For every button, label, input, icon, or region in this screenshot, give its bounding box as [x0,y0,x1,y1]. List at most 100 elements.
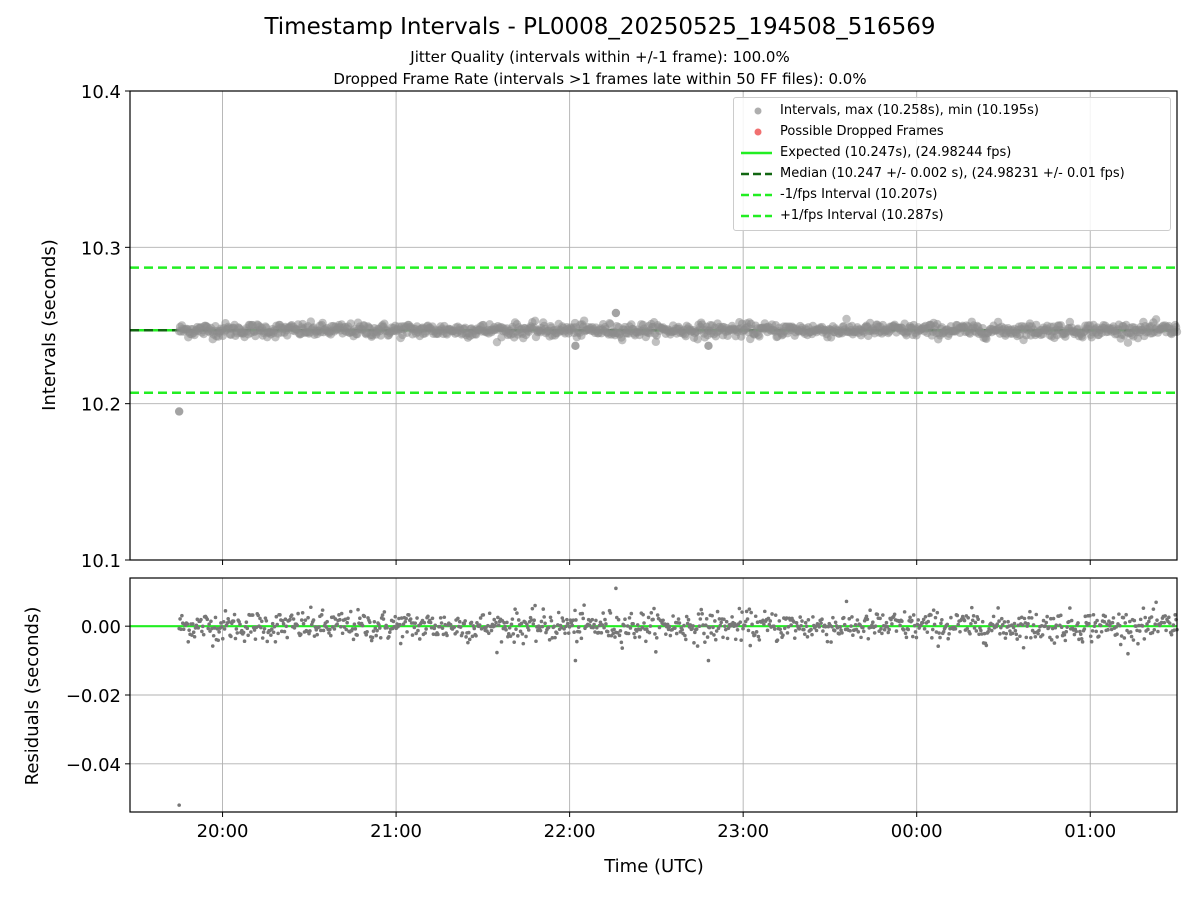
residual-point [654,650,658,654]
residual-point [1098,623,1103,628]
residual-point [438,616,443,620]
residual-point [765,628,770,633]
residual-point [355,633,359,637]
residual-point [493,623,497,628]
residual-point [872,631,877,635]
residual-point [778,627,783,632]
residual-point [750,622,754,627]
residual-point [269,633,273,637]
residual-point [664,632,668,636]
residual-point [987,626,991,631]
residual-point [1131,638,1136,642]
residual-point [575,639,579,644]
residual-point [817,625,822,629]
residual-point [417,637,422,641]
residual-point [853,623,858,627]
residual-point [499,640,504,644]
residual-point [244,620,249,624]
residual-point [713,637,718,642]
residual-point [489,628,494,633]
residual-point [1072,632,1077,637]
residual-point [210,626,214,631]
residual-point [800,619,804,623]
residual-point [916,618,921,622]
x-tick-label: 21:00 [370,821,422,842]
residual-point [1076,621,1080,625]
residual-point [426,614,430,619]
residual-point [275,622,280,627]
interval-outlier-point [571,341,580,351]
residual-point [339,611,344,616]
residual-point [641,612,645,617]
residual-point [809,627,813,632]
residual-point [703,623,708,627]
residual-point [718,623,723,628]
residual-point [540,624,545,629]
residual-point [735,627,740,632]
residual-point [767,622,772,627]
residual-point [371,629,376,633]
residual-point [753,614,758,619]
residual-point [761,618,765,623]
residual-point [445,633,449,638]
residual-point [542,615,546,619]
residual-point [921,617,926,622]
residual-point [398,641,403,646]
residual-point [683,633,687,638]
residual-point [408,617,413,621]
residual-point [784,616,789,620]
residual-point [805,634,810,639]
residual-point [382,610,387,614]
residual-point [631,622,635,626]
residual-point [276,631,280,636]
residual-point [848,628,852,633]
residual-point [1012,621,1017,626]
residual-point [178,617,182,621]
residual-point [281,621,286,626]
residual-point [929,613,933,617]
residual-point [745,617,750,621]
residual-point [698,617,703,621]
residual-point [648,624,653,628]
residual-point [207,622,211,626]
legend-item-minus-fps: -1/fps Interval (10.207s) [734,185,1170,205]
residual-point [880,631,884,636]
residual-point [886,630,891,635]
residual-point [598,620,603,625]
residual-point [227,620,231,624]
residual-point [1079,636,1084,641]
residual-point [997,619,1001,623]
residual-point [494,620,498,625]
residual-point [1004,631,1009,636]
top-y-tick-label: 10.4 [81,82,121,103]
residual-point [901,628,906,632]
residual-point [792,636,797,640]
residual-point [1062,632,1067,637]
residual-point [309,605,313,610]
residual-point [604,622,608,626]
residual-point [1126,651,1130,656]
legend-item-dropped: Possible Dropped Frames [734,122,1170,142]
residual-point [851,633,855,638]
residual-point [238,622,242,627]
residual-point [686,617,691,622]
residual-point [991,614,996,619]
residual-point [830,624,834,629]
residual-point [1115,632,1119,636]
residual-point [715,609,720,614]
residual-point [984,643,989,648]
residual-point [1142,637,1147,641]
residual-point [514,627,518,631]
residual-point [1123,621,1128,625]
residual-point [671,614,675,618]
residual-point [565,621,570,626]
residual-point [567,625,572,629]
residual-point [699,607,704,612]
residual-point [850,615,854,619]
residual-point [1065,625,1069,629]
residual-point [667,624,672,629]
residual-point [913,630,918,634]
residual-point [605,629,610,634]
residual-point [1171,623,1176,627]
residual-point [377,622,381,627]
